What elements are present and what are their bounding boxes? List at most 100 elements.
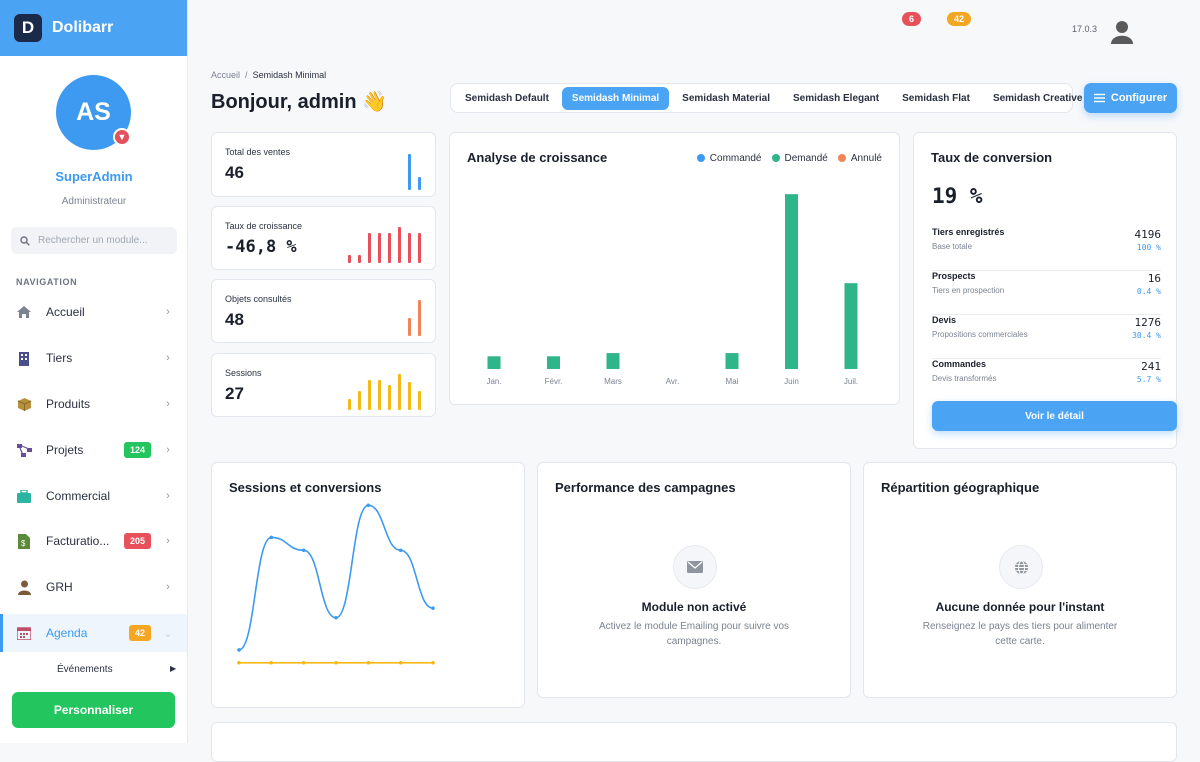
tab-semidash-flat[interactable]: Semidash Flat — [902, 92, 970, 104]
legend-item[interactable]: Demandé — [771, 153, 828, 164]
line-point — [237, 660, 241, 665]
sparkline-bar — [368, 380, 371, 410]
building-icon — [16, 350, 32, 366]
empty-state-text: Activez le module Emailing pour suivre v… — [598, 621, 790, 647]
legend-dot — [837, 154, 846, 162]
growth-chart-card: Analyse de croissance Commandé Demandé A… — [449, 132, 900, 405]
sidebar-item-grh[interactable]: GRH › — [0, 568, 187, 606]
row-count: 1276 — [1134, 316, 1162, 329]
x-tick-label: Juin — [784, 377, 799, 386]
legend-dot — [771, 154, 780, 162]
customize-button[interactable]: Personnaliser — [12, 692, 175, 728]
tab-semidash-material[interactable]: Semidash Material — [682, 92, 770, 104]
chevron-down-icon[interactable]: ▼ — [113, 128, 131, 146]
kpi-sparkline — [408, 292, 421, 336]
row-percent: 30.4 % — [1132, 331, 1161, 340]
kpi-value: 27 — [225, 384, 244, 403]
briefcase-icon — [16, 488, 32, 504]
chevron-right-icon: › — [166, 535, 170, 547]
empty-state-title: Aucune donnée pour l'instant — [935, 600, 1105, 614]
svg-text:$: $ — [21, 539, 26, 548]
tab-semidash-creative[interactable]: Semidash Creative — [992, 92, 1083, 104]
legend-item[interactable]: Commandé — [696, 153, 762, 164]
geo-card: Répartition géographique Aucune donnée p… — [863, 462, 1177, 698]
sidebar-item-facturation[interactable]: $ Facturatio... 205 › — [0, 522, 187, 560]
line-point — [301, 548, 306, 553]
breadcrumb-root[interactable]: Accueil — [211, 70, 241, 80]
chevron-right-icon: › — [166, 581, 170, 593]
line-point — [366, 660, 371, 665]
dolibarr-logo-icon: D — [14, 14, 42, 42]
chevron-right-icon: › — [166, 352, 170, 364]
search-input[interactable]: Rechercher un module... — [11, 227, 177, 254]
legend-item[interactable]: Annulé — [837, 153, 882, 164]
kpi-value: -46,8 % — [225, 237, 297, 257]
sidebar-subitem-evenements[interactable]: Événements — [57, 664, 113, 675]
bar — [606, 353, 620, 369]
sidebar-item-agenda[interactable]: Agenda 42 ⌄ — [0, 614, 187, 652]
line-point — [334, 615, 338, 620]
notification-badge[interactable]: 6 — [902, 12, 922, 26]
kpi-label: Taux de croissance — [225, 221, 303, 231]
box-icon — [16, 396, 32, 412]
breadcrumb: Accueil / Semidash Minimal — [211, 70, 326, 80]
chevron-right-icon: › — [166, 398, 170, 410]
sidebar-item-label: GRH — [46, 580, 73, 594]
user-name[interactable]: SuperAdmin — [55, 169, 133, 184]
search-placeholder: Rechercher un module... — [38, 235, 148, 246]
line-point — [431, 660, 435, 665]
user-menu-avatar-icon[interactable] — [1111, 20, 1133, 44]
agenda-badge[interactable]: 42 — [947, 12, 972, 26]
row-count: 16 — [1147, 272, 1161, 285]
sparkline-bar — [408, 382, 411, 410]
x-tick-label: Mai — [726, 377, 739, 386]
sidebar: D Dolibarr AS ▼ SuperAdmin Administrateu… — [0, 0, 188, 743]
row-subtitle: Devis transformés — [932, 374, 997, 383]
sparkline-bar — [408, 154, 411, 190]
kpi-card-ventes[interactable]: Total des ventes 46 — [211, 132, 436, 197]
conversion-row: Commandes Devis transformés 241 5.7 % — [932, 359, 1161, 403]
sidebar-item-produits[interactable]: Produits › — [0, 385, 187, 423]
sidebar-item-accueil[interactable]: Accueil › — [0, 293, 187, 331]
caret-right-icon: ▶ — [170, 664, 177, 673]
user-avatar[interactable]: AS ▼ — [56, 75, 131, 150]
sliders-icon — [1093, 93, 1105, 103]
kpi-card-objets[interactable]: Objets consultés 48 — [211, 279, 436, 343]
sidebar-item-commercial[interactable]: Commercial › — [0, 477, 187, 515]
conversion-card: Taux de conversion 19 % Tiers enregistré… — [913, 132, 1177, 449]
page-title: Bonjour, admin 👋 — [211, 91, 388, 113]
sparkline-bar — [418, 177, 421, 190]
row-count: 241 — [1141, 360, 1161, 373]
card-title: Performance des campagnes — [555, 480, 736, 495]
bar — [844, 283, 858, 369]
conversion-row: Prospects Tiers en prospection 16 0.4 % — [932, 271, 1161, 315]
globe-icon — [999, 545, 1043, 589]
tab-semidash-minimal[interactable]: Semidash Minimal — [561, 86, 670, 110]
sidebar-item-label: Agenda — [46, 626, 88, 640]
sidebar-item-projets[interactable]: Projets 124 › — [0, 431, 187, 469]
kpi-card-croissance[interactable]: Taux de croissance -46,8 % — [211, 206, 436, 270]
view-detail-button[interactable]: Voir le détail — [932, 401, 1177, 431]
kpi-sparkline — [408, 146, 421, 190]
x-tick-label: Juil. — [844, 377, 858, 386]
sparkline-bar — [348, 399, 351, 410]
configure-button[interactable]: Configurer — [1084, 83, 1177, 113]
sparkline-bar — [398, 374, 401, 410]
card-title: Taux de conversion — [931, 150, 1053, 165]
envelope-icon — [673, 545, 717, 589]
sidebar-item-label: Produits — [46, 397, 91, 411]
brand-header[interactable]: D Dolibarr — [0, 0, 187, 56]
line-series — [238, 504, 434, 651]
version-label: 17.0.3 — [1072, 24, 1098, 34]
row-count: 4196 — [1134, 228, 1162, 241]
sparkline-bar — [358, 255, 361, 263]
legend-label: Commandé — [709, 153, 762, 164]
brand-name: Dolibarr — [52, 19, 114, 36]
tab-semidash-default[interactable]: Semidash Default — [465, 92, 549, 104]
bar — [547, 356, 560, 369]
kpi-card-sessions[interactable]: Sessions 27 — [211, 353, 436, 417]
sidebar-item-tiers[interactable]: Tiers › — [0, 339, 187, 377]
user-icon — [16, 579, 32, 595]
x-tick-label: Mars — [604, 377, 622, 386]
tab-semidash-elegant[interactable]: Semidash Elegant — [792, 92, 880, 104]
